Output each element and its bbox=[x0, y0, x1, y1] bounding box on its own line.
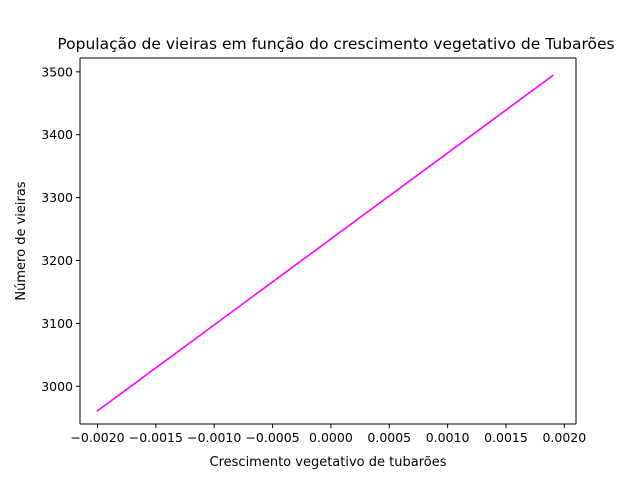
series-line-0 bbox=[96, 74, 554, 412]
x-tick-label: 0.0020 bbox=[542, 430, 586, 445]
y-tick-label: 3000 bbox=[41, 379, 73, 394]
y-tick-label: 3300 bbox=[41, 190, 73, 205]
chart-title: População de vieiras em função do cresci… bbox=[57, 35, 614, 53]
x-tick-label: −0.0015 bbox=[129, 430, 183, 445]
y-tick-label: 3400 bbox=[41, 127, 73, 142]
y-axis-label: Número de vieiras bbox=[14, 181, 29, 300]
x-tick-label: 0.0015 bbox=[484, 430, 528, 445]
y-axis: 3000 3100 3200 3300 3400 3500 bbox=[41, 64, 80, 394]
x-tick-label: 0.0010 bbox=[426, 430, 470, 445]
x-tick-label: −0.0005 bbox=[245, 430, 299, 445]
y-tick-label: 3100 bbox=[41, 316, 73, 331]
y-tick-label: 3500 bbox=[41, 64, 73, 79]
x-tick-label: 0.0000 bbox=[309, 430, 353, 445]
x-tick-label: 0.0005 bbox=[367, 430, 411, 445]
x-tick-label: −0.0010 bbox=[187, 430, 241, 445]
x-axis-label: Crescimento vegetativo de tubarões bbox=[210, 455, 447, 470]
plot-area bbox=[79, 57, 577, 425]
x-tick-label: −0.0020 bbox=[70, 430, 124, 445]
y-tick-label: 3200 bbox=[41, 253, 73, 268]
x-axis: −0.0020 −0.0015 −0.0010 −0.0005 0.0000 0.0005… bbox=[70, 424, 586, 445]
